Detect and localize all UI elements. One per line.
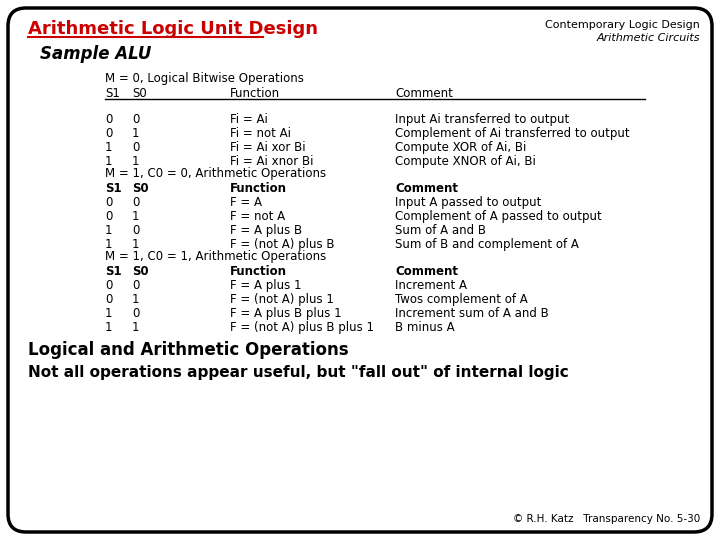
Text: Input Ai transferred to output: Input Ai transferred to output: [395, 113, 570, 126]
Text: S0: S0: [132, 182, 148, 195]
Text: 0: 0: [105, 279, 112, 292]
Text: 0: 0: [105, 113, 112, 126]
Text: 0: 0: [105, 127, 112, 140]
Text: Comment: Comment: [395, 265, 458, 278]
Text: Function: Function: [230, 87, 280, 100]
Text: S1: S1: [105, 87, 120, 100]
Text: F = (not A) plus 1: F = (not A) plus 1: [230, 293, 334, 306]
Text: S1: S1: [105, 182, 122, 195]
Text: Fi = Ai: Fi = Ai: [230, 113, 268, 126]
Text: Input A passed to output: Input A passed to output: [395, 196, 541, 209]
Text: Increment sum of A and B: Increment sum of A and B: [395, 307, 549, 320]
Text: Comment: Comment: [395, 87, 453, 100]
Text: 1: 1: [105, 155, 112, 168]
Text: Sum of A and B: Sum of A and B: [395, 224, 486, 237]
Text: F = A: F = A: [230, 196, 262, 209]
Text: S0: S0: [132, 87, 147, 100]
Text: 0: 0: [132, 307, 140, 320]
Text: 0: 0: [105, 196, 112, 209]
Text: Sample ALU: Sample ALU: [40, 45, 151, 63]
Text: S0: S0: [132, 265, 148, 278]
Text: © R.H. Katz   Transparency No. 5-30: © R.H. Katz Transparency No. 5-30: [513, 514, 700, 524]
Text: 1: 1: [132, 293, 140, 306]
Text: Fi = Ai xor Bi: Fi = Ai xor Bi: [230, 141, 305, 154]
Text: Compute XNOR of Ai, Bi: Compute XNOR of Ai, Bi: [395, 155, 536, 168]
Text: Complement of Ai transferred to output: Complement of Ai transferred to output: [395, 127, 629, 140]
Text: Logical and Arithmetic Operations: Logical and Arithmetic Operations: [28, 341, 348, 359]
Text: F = not A: F = not A: [230, 210, 285, 223]
FancyBboxPatch shape: [8, 8, 712, 532]
Text: M = 1, C0 = 0, Arithmetic Operations: M = 1, C0 = 0, Arithmetic Operations: [105, 167, 326, 180]
Text: 0: 0: [132, 196, 140, 209]
Text: F = A plus B: F = A plus B: [230, 224, 302, 237]
Text: Fi = not Ai: Fi = not Ai: [230, 127, 291, 140]
Text: Arithmetic Circuits: Arithmetic Circuits: [596, 33, 700, 43]
Text: F = (not A) plus B: F = (not A) plus B: [230, 238, 335, 251]
Text: Not all operations appear useful, but "fall out" of internal logic: Not all operations appear useful, but "f…: [28, 365, 569, 380]
Text: 1: 1: [132, 321, 140, 334]
Text: 1: 1: [105, 224, 112, 237]
Text: 1: 1: [105, 141, 112, 154]
Text: 0: 0: [132, 224, 140, 237]
Text: Contemporary Logic Design: Contemporary Logic Design: [545, 20, 700, 30]
Text: Function: Function: [230, 182, 287, 195]
Text: Fi = Ai xnor Bi: Fi = Ai xnor Bi: [230, 155, 313, 168]
Text: Complement of A passed to output: Complement of A passed to output: [395, 210, 602, 223]
Text: 0: 0: [105, 293, 112, 306]
Text: Compute XOR of Ai, Bi: Compute XOR of Ai, Bi: [395, 141, 526, 154]
Text: 1: 1: [132, 155, 140, 168]
Text: 1: 1: [132, 238, 140, 251]
Text: 0: 0: [105, 210, 112, 223]
Text: F = (not A) plus B plus 1: F = (not A) plus B plus 1: [230, 321, 374, 334]
Text: F = A plus 1: F = A plus 1: [230, 279, 302, 292]
Text: S1: S1: [105, 265, 122, 278]
Text: B minus A: B minus A: [395, 321, 454, 334]
Text: Function: Function: [230, 265, 287, 278]
Text: 1: 1: [132, 210, 140, 223]
Text: 1: 1: [105, 321, 112, 334]
Text: Sum of B and complement of A: Sum of B and complement of A: [395, 238, 579, 251]
Text: 1: 1: [105, 238, 112, 251]
Text: 0: 0: [132, 141, 140, 154]
Text: 1: 1: [132, 127, 140, 140]
Text: F = A plus B plus 1: F = A plus B plus 1: [230, 307, 341, 320]
Text: 0: 0: [132, 113, 140, 126]
Text: M = 0, Logical Bitwise Operations: M = 0, Logical Bitwise Operations: [105, 72, 304, 85]
Text: M = 1, C0 = 1, Arithmetic Operations: M = 1, C0 = 1, Arithmetic Operations: [105, 250, 326, 263]
Text: Arithmetic Logic Unit Design: Arithmetic Logic Unit Design: [28, 20, 318, 38]
Text: Increment A: Increment A: [395, 279, 467, 292]
Text: Twos complement of A: Twos complement of A: [395, 293, 528, 306]
Text: 0: 0: [132, 279, 140, 292]
Text: 1: 1: [105, 307, 112, 320]
Text: Comment: Comment: [395, 182, 458, 195]
